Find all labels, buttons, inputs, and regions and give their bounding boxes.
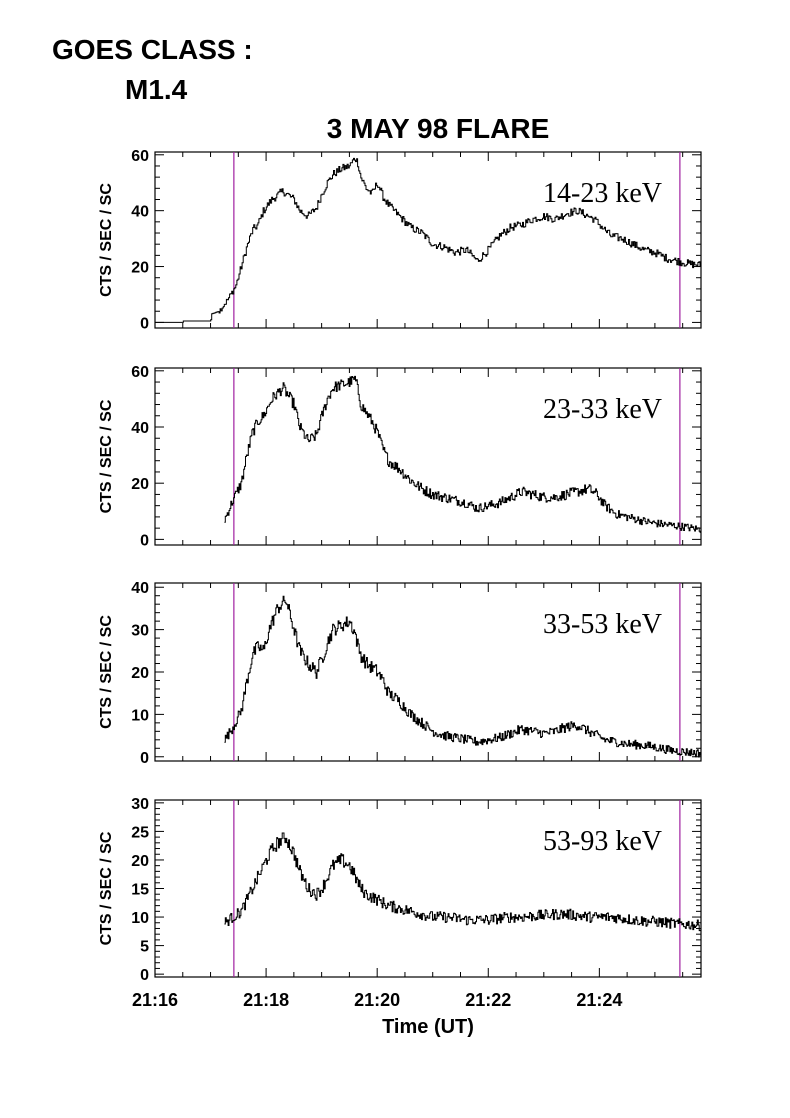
y-tick-label: 60 [131, 364, 149, 381]
y-axis-label: CTS / SEC / SC [98, 831, 115, 945]
y-tick-label: 0 [140, 315, 149, 332]
y-tick-label: 15 [131, 882, 149, 899]
y-tick-label: 40 [131, 420, 149, 437]
y-tick-label: 0 [140, 532, 149, 549]
y-tick-label: 20 [131, 853, 149, 870]
goes-class-value: M1.4 [125, 74, 188, 105]
energy-band-label: 23-33 keV [543, 394, 662, 425]
goes-class-label: GOES CLASS : [52, 34, 253, 65]
y-tick-label: 5 [140, 939, 149, 956]
light-curve-line [224, 832, 702, 932]
panel-3: 0 10 20 30 40 CTS / SEC / SC 33-53 keV [98, 580, 702, 767]
light-curve-line [224, 375, 702, 533]
panel-2: 0 20 40 60 CTS / SEC / SC 23-33 keV [98, 364, 702, 549]
y-tick-label: 60 [131, 148, 149, 165]
chart-title: 3 MAY 98 FLARE [326, 113, 550, 144]
y-tick-label: 40 [131, 580, 149, 597]
y-tick-label: 20 [131, 476, 149, 493]
y-tick-label: 25 [131, 824, 149, 841]
x-tick-label: 21:18 [243, 990, 289, 1010]
plot-frame [154, 151, 702, 329]
energy-band-label: 53-93 keV [543, 826, 662, 857]
x-tick-label: 21:22 [465, 990, 511, 1010]
x-tick-label: 21:24 [576, 990, 622, 1010]
y-tick-label: 0 [140, 967, 149, 984]
y-tick-label: 20 [131, 665, 149, 682]
light-curve-line [224, 595, 702, 758]
y-tick-label: 40 [131, 204, 149, 221]
y-axis-label: CTS / SEC / SC [98, 399, 115, 513]
x-axis-label: Time (UT) [382, 1016, 474, 1038]
y-tick-label: 10 [131, 707, 149, 724]
energy-band-label: 14-23 keV [543, 178, 662, 209]
x-tick-label: 21:20 [354, 990, 400, 1010]
y-tick-label: 30 [131, 796, 149, 813]
energy-band-label: 33-53 keV [543, 609, 662, 640]
light-curve-line [155, 157, 702, 323]
y-tick-label: 10 [131, 910, 149, 927]
y-axis-label: CTS / SEC / SC [98, 615, 115, 729]
y-tick-label: 30 [131, 623, 149, 640]
y-axis-label: CTS / SEC / SC [98, 183, 115, 297]
y-tick-label: 20 [131, 260, 149, 277]
plot-frame [154, 367, 702, 546]
panel-1: 0 20 40 60 CTS / SEC / SC 14-23 keV [98, 148, 702, 332]
x-tick-label: 21:16 [132, 990, 178, 1010]
y-tick-label: 0 [140, 750, 149, 767]
panel-4: 0 5 10 15 20 25 30 CTS / SEC / SC 53-93 keV [98, 796, 702, 984]
